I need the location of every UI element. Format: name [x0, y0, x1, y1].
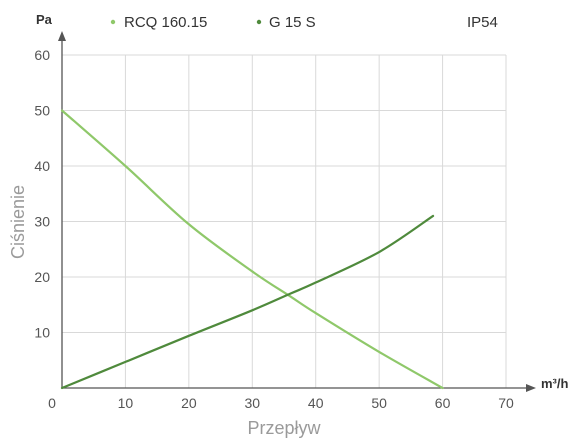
- legend-marker-g15s: [256, 19, 262, 25]
- y-axis-title: Ciśnienie: [8, 185, 28, 259]
- y-tick-label: 10: [34, 325, 50, 341]
- tick-labels: 0 10 20 30 40 50 60 70 10 20 30 40 50 60: [34, 47, 514, 411]
- x-axis-arrow: [526, 384, 536, 392]
- y-tick-label: 40: [34, 158, 50, 174]
- x-tick-label: 30: [244, 395, 260, 411]
- series-line-rcq-160-15: [60, 109, 444, 390]
- x-tick-label: 60: [435, 395, 451, 411]
- x-tick-label: 0: [48, 395, 56, 411]
- axes: [58, 31, 536, 392]
- grid: [62, 54, 507, 388]
- x-tick-label: 20: [181, 395, 197, 411]
- y-tick-label: 60: [34, 47, 50, 63]
- legend: RCQ 160.15 G 15 S: [110, 14, 316, 31]
- y-tick-label: 50: [34, 103, 50, 119]
- x-tick-label: 70: [498, 395, 514, 411]
- y-tick-label: 30: [34, 214, 50, 230]
- x-axis-unit: m³/h: [541, 376, 569, 391]
- x-tick-label: 50: [371, 395, 387, 411]
- y-axis-unit: Pa: [36, 12, 53, 27]
- y-tick-label: 20: [34, 269, 50, 285]
- protection-rating-label: IP54: [467, 14, 498, 31]
- series-line-g-15-s: [60, 214, 435, 390]
- series-lines: [60, 109, 444, 390]
- x-tick-label: 40: [308, 395, 324, 411]
- x-tick-label: 10: [118, 395, 134, 411]
- legend-label-rcq: RCQ 160.15: [124, 14, 207, 31]
- y-axis-arrow: [58, 31, 66, 41]
- x-axis-title: Przepływ: [247, 418, 321, 438]
- legend-label-g15s: G 15 S: [269, 14, 316, 31]
- legend-marker-rcq: [110, 19, 116, 25]
